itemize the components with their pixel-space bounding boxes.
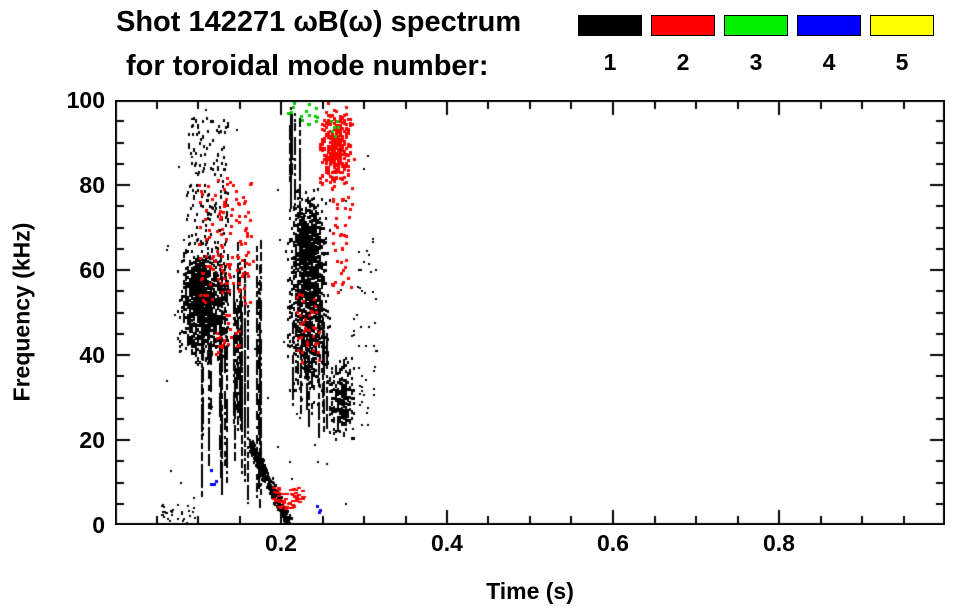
chart-title-line2: for toroidal mode number:	[126, 50, 489, 82]
chart-title-line1: Shot 142271 ωB(ω) spectrum	[116, 6, 522, 38]
legend: 1 2 3 4 5	[578, 15, 934, 74]
plot-area	[115, 100, 945, 525]
legend-entry-5: 5	[870, 15, 934, 74]
legend-swatch-5	[870, 15, 934, 36]
legend-label: 3	[749, 49, 763, 75]
legend-swatch-1	[578, 15, 642, 36]
x-tick-label-0.4: 0.4	[431, 530, 463, 556]
legend-swatch-3	[724, 15, 788, 36]
y-tick-label-80: 80	[79, 172, 105, 198]
x-tick-label-0.6: 0.6	[597, 530, 629, 556]
legend-label: 5	[895, 49, 909, 75]
legend-swatch-2	[651, 15, 715, 36]
legend-swatch-4	[797, 15, 861, 36]
legend-entry-4: 4	[797, 15, 861, 74]
y-tick-label-0: 0	[92, 512, 105, 538]
y-tick-label-60: 60	[79, 257, 105, 283]
y-axis-title: Frequency (kHz)	[8, 222, 35, 402]
legend-entry-2: 2	[651, 15, 715, 74]
legend-entry-3: 3	[724, 15, 788, 74]
x-axis-title: Time (s)	[486, 578, 574, 604]
x-tick-label-0.2: 0.2	[265, 530, 297, 556]
legend-label: 4	[822, 49, 836, 75]
y-tick-label-40: 40	[79, 342, 105, 368]
y-tick-label-100: 100	[66, 87, 105, 113]
x-tick-label-0.8: 0.8	[763, 530, 795, 556]
legend-entry-1: 1	[578, 15, 642, 74]
legend-label: 2	[676, 49, 690, 75]
legend-label: 1	[603, 49, 617, 75]
y-tick-label-20: 20	[79, 427, 105, 453]
